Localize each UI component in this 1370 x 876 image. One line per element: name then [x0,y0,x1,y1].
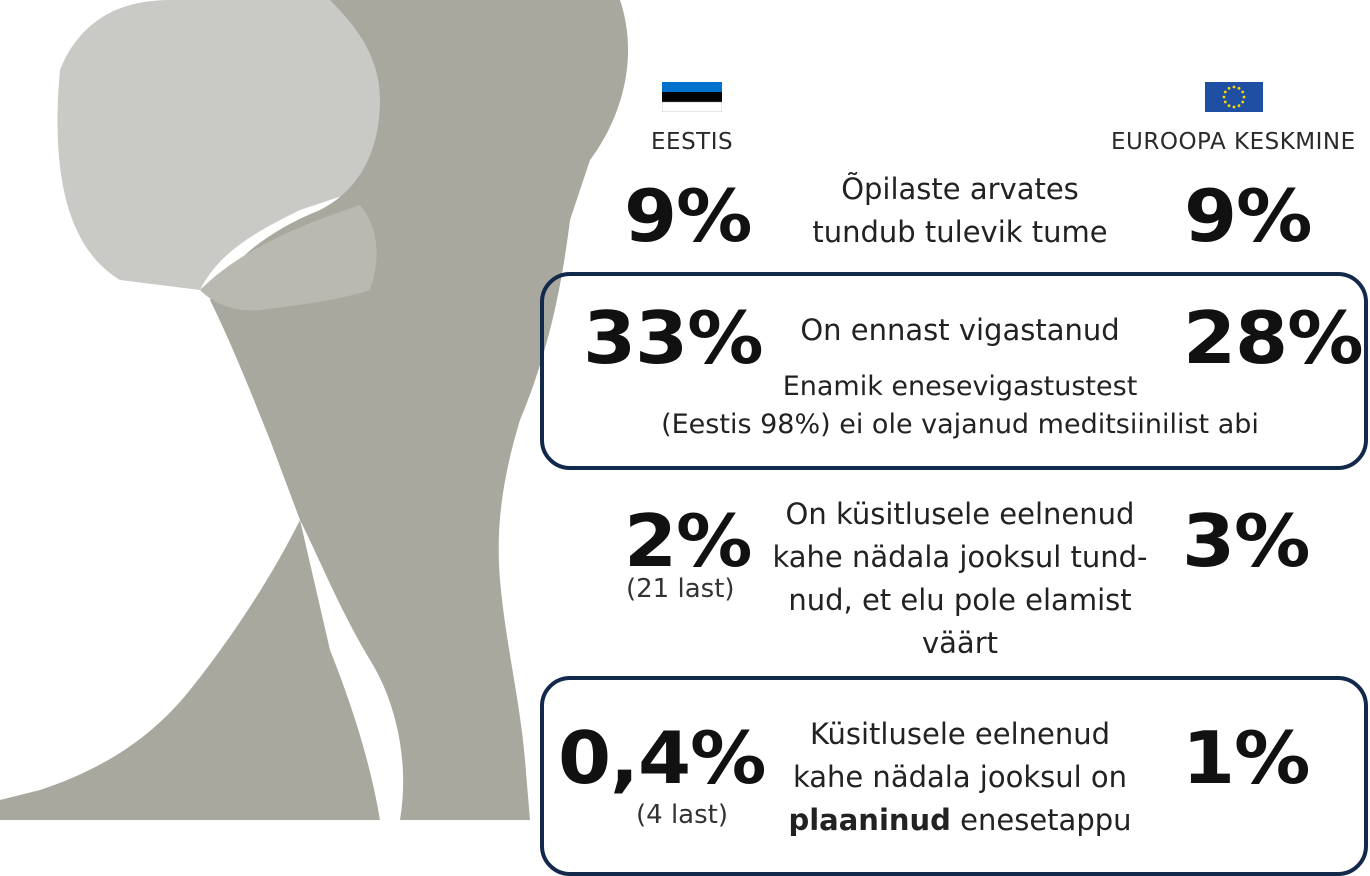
student-silhouette-illustration [0,0,629,820]
row3-line1: On küsitlusele eelnenud [785,497,1135,531]
row3-europe-value: 3% [1182,499,1311,583]
row2-subnote-line1: Enamik enesevigastustest [782,371,1138,402]
column-label-estonia: EESTIS [651,129,734,155]
eu-flag-icon [1205,82,1263,112]
row4-line3-rest: enesetappu [950,803,1132,837]
column-label-europe-average: EUROOPA KESKMINE [1111,129,1356,155]
row4-estonia-value: 0,4% [558,716,766,800]
leg-shape [0,520,380,820]
row4-line1: Küsitlusele eelnenud [809,717,1111,751]
row2-subnote: Enamik enesevigastustest (Eestis 98%) ei… [640,368,1280,444]
row2-subnote-line2: (Eestis 98%) ei ole vajanud meditsiinili… [661,409,1259,440]
body-shape [210,0,629,820]
row1-line2: tundub tulevik tume [812,215,1108,249]
row4-line2: kahe nädala jooksul on [792,760,1128,794]
row3-line3: nud, et elu pole elamist [788,583,1132,617]
row3-description: On küsitlusele eelnenud kahe nädala jook… [745,493,1175,665]
row2-highlight-box [540,272,1368,470]
row4-bold-word: plaaninud [788,803,951,837]
row1-europe-value: 9% [1184,174,1313,258]
row1-line1: Õpilaste arvates [841,172,1079,206]
row4-estonia-note: (4 last) [636,800,728,830]
row3-line4: väärt [922,626,998,660]
row1-description: Õpilaste arvates tundub tulevik tume [790,168,1130,254]
row3-line2: kahe nädala jooksul tund- [772,540,1148,574]
row2-line1: On ennast vigastanud [800,313,1120,347]
row1-estonia-value: 9% [624,174,753,258]
row2-estonia-value: 33% [583,296,764,380]
row2-europe-value: 28% [1183,296,1364,380]
row3-estonia-value: 2% [624,499,753,583]
shirt-shape [200,205,377,311]
estonia-flag-icon [662,82,722,112]
row4-europe-value: 1% [1182,716,1311,800]
row3-estonia-note: (21 last) [626,574,735,604]
row2-description: On ennast vigastanud [770,309,1150,352]
row4-description: Küsitlusele eelnenud kahe nädala jooksul… [745,713,1175,842]
row4-line3: plaaninud enesetappu [745,799,1175,842]
